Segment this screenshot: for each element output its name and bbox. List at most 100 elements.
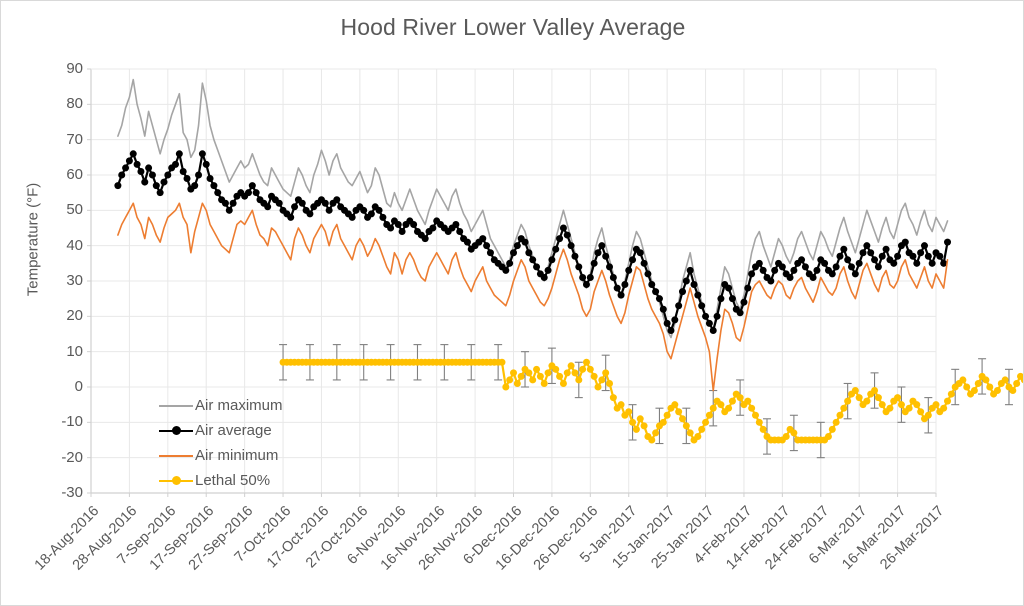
- series-marker: [640, 422, 648, 430]
- series-marker: [859, 249, 867, 257]
- series-marker: [844, 256, 852, 264]
- series-marker: [160, 178, 168, 186]
- legend-item[interactable]: Air average: [159, 418, 389, 443]
- legend-swatch: [159, 398, 193, 414]
- y-tick-label: -30: [61, 484, 83, 501]
- series-marker: [698, 302, 706, 310]
- series-marker: [421, 235, 429, 243]
- y-tick-label: -10: [61, 413, 83, 431]
- series-marker: [533, 365, 541, 373]
- series-marker: [671, 316, 679, 324]
- series-marker: [598, 376, 606, 384]
- series-marker: [517, 372, 525, 380]
- legend-item[interactable]: Air maximum: [159, 393, 389, 418]
- series-marker: [736, 394, 744, 402]
- series-marker: [709, 404, 717, 412]
- series-marker: [502, 383, 510, 391]
- series-marker: [717, 401, 725, 409]
- series-marker: [483, 242, 491, 250]
- series-marker: [878, 401, 886, 409]
- series-marker: [974, 379, 982, 387]
- series-marker: [679, 288, 686, 296]
- series-marker: [659, 418, 667, 426]
- series-marker: [705, 319, 713, 327]
- series-marker: [809, 273, 817, 281]
- series-marker: [940, 404, 948, 412]
- series-marker: [183, 175, 191, 183]
- series-marker: [836, 252, 844, 260]
- y-tick-label: 10: [66, 342, 83, 360]
- series-marker: [521, 238, 529, 246]
- series-marker: [145, 164, 153, 172]
- series-marker: [387, 224, 395, 232]
- series-marker: [133, 160, 141, 168]
- series-marker: [947, 390, 955, 398]
- series-marker: [917, 408, 925, 416]
- series-marker: [291, 203, 299, 211]
- series-marker: [878, 252, 886, 260]
- series-marker: [694, 432, 702, 440]
- series-marker: [932, 401, 940, 409]
- series-marker: [525, 249, 533, 257]
- series-marker: [636, 415, 644, 423]
- series-marker: [778, 263, 786, 271]
- legend-marker-dot: [172, 475, 181, 485]
- series-marker: [367, 210, 375, 218]
- chart-title: Hood River Lower Valley Average: [340, 14, 686, 40]
- series-marker: [321, 199, 329, 207]
- series-marker: [759, 425, 767, 433]
- series-marker: [148, 171, 156, 179]
- series-marker: [740, 298, 748, 306]
- series-marker: [890, 259, 898, 267]
- series-marker: [863, 397, 871, 405]
- series-marker: [325, 206, 333, 214]
- y-tick-label: 80: [66, 95, 83, 113]
- series-marker: [698, 425, 706, 433]
- series-marker: [782, 432, 790, 440]
- series-marker: [848, 263, 855, 271]
- series-marker: [498, 358, 506, 366]
- series-marker: [613, 284, 621, 292]
- series-marker: [129, 150, 137, 158]
- series-marker: [993, 387, 1001, 395]
- series-marker: [198, 150, 206, 158]
- series-marker: [936, 252, 944, 260]
- series-marker: [828, 270, 836, 278]
- series-marker: [882, 245, 890, 253]
- series-marker: [832, 263, 840, 271]
- series-marker: [617, 291, 625, 299]
- series-marker: [863, 242, 871, 250]
- legend-label: Air minimum: [195, 447, 279, 464]
- series-marker: [686, 266, 694, 274]
- series-marker: [713, 312, 721, 320]
- series-marker: [333, 196, 341, 204]
- legend-item[interactable]: Lethal 50%: [159, 468, 389, 493]
- series-marker: [510, 249, 517, 257]
- series-marker: [125, 157, 133, 165]
- series-marker: [986, 383, 994, 391]
- legend-swatch: [159, 423, 193, 439]
- series-marker: [644, 270, 652, 278]
- series-marker: [360, 206, 368, 214]
- series-marker: [582, 281, 590, 289]
- series-marker: [590, 259, 598, 267]
- series-marker: [559, 379, 567, 387]
- series-marker: [705, 411, 713, 419]
- series-marker: [736, 309, 744, 317]
- series-marker: [540, 273, 548, 281]
- series-marker: [510, 369, 517, 377]
- series-marker: [248, 182, 256, 190]
- series-marker: [479, 235, 487, 243]
- series-marker: [897, 401, 905, 409]
- series-marker: [871, 387, 879, 395]
- series-marker: [629, 256, 637, 264]
- axis-border: [87, 68, 937, 497]
- series-marker: [552, 245, 560, 253]
- series-marker: [652, 288, 660, 296]
- series-marker: [621, 281, 629, 289]
- legend-item[interactable]: Air minimum: [159, 443, 389, 468]
- y-tick-label: 30: [66, 272, 83, 289]
- series-marker: [702, 418, 710, 426]
- series-marker: [844, 397, 852, 405]
- series-marker: [682, 422, 690, 430]
